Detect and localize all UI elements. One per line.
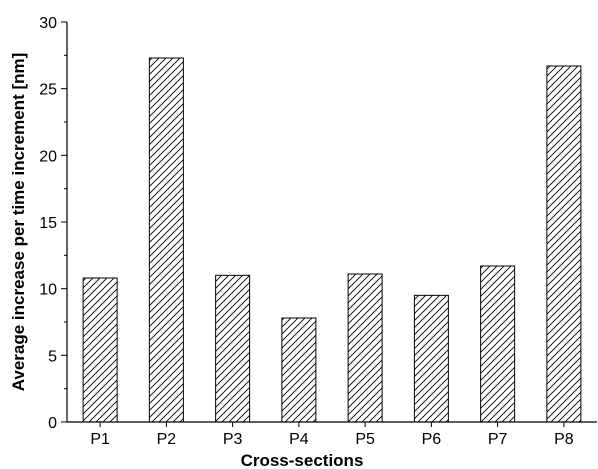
y-axis-ticks: 0 5 10 15 20 25 30 bbox=[39, 15, 67, 432]
bar-p7 bbox=[480, 265, 516, 423]
bar-p5 bbox=[347, 273, 383, 423]
axes bbox=[66, 22, 597, 423]
y-tick-label: 5 bbox=[48, 348, 57, 365]
y-tick-label: 20 bbox=[39, 148, 57, 165]
bar-p8 bbox=[546, 65, 582, 423]
x-tick-label: P3 bbox=[223, 431, 243, 448]
bar-p1 bbox=[82, 277, 118, 423]
bar-p2 bbox=[148, 57, 184, 423]
y-tick-label: 25 bbox=[39, 82, 57, 99]
bar-p3 bbox=[215, 274, 251, 423]
x-axis-title: Cross-sections bbox=[241, 451, 364, 469]
x-tick-label: P1 bbox=[90, 431, 110, 448]
y-tick-label: 30 bbox=[39, 15, 57, 32]
y-tick-label: 10 bbox=[39, 282, 57, 299]
x-axis-ticks: P1 P2 P3 P4 P5 P6 P7 P8 bbox=[90, 422, 574, 448]
y-tick-label: 0 bbox=[48, 415, 57, 432]
bar-series bbox=[82, 57, 582, 423]
x-tick-label: P8 bbox=[554, 431, 574, 448]
x-tick-label: P5 bbox=[355, 431, 375, 448]
x-tick-label: P4 bbox=[289, 431, 309, 448]
bar-p4 bbox=[281, 317, 317, 423]
bar-p6 bbox=[413, 294, 449, 423]
x-tick-label: P2 bbox=[157, 431, 177, 448]
y-axis-title: Average increase per time increment [nm] bbox=[9, 53, 28, 392]
y-tick-label: 15 bbox=[39, 215, 57, 232]
x-tick-label: P7 bbox=[488, 431, 508, 448]
x-tick-label: P6 bbox=[422, 431, 442, 448]
